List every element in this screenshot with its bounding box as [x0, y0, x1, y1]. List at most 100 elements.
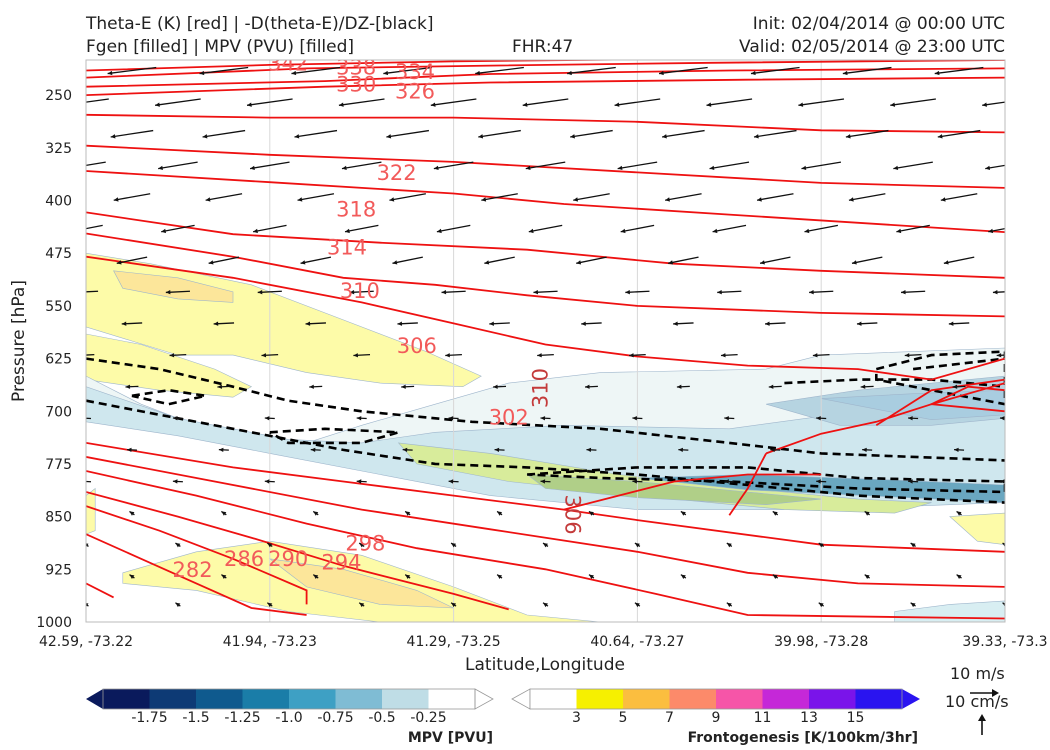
fgen-colorbar-tick: 5: [619, 710, 628, 726]
wind-arrow: [851, 256, 883, 264]
wind-arrow: [845, 129, 889, 138]
wind-arrow-head: [81, 479, 86, 483]
wind-arrow: [665, 193, 702, 201]
wind-arrow-head: [441, 290, 447, 295]
wind-arrow-head: [353, 353, 358, 358]
fgen-colorbar-tick: 15: [847, 710, 865, 726]
wind-arrow-head: [948, 321, 954, 326]
wind-arrow-head: [338, 102, 344, 107]
wind-arrow-head: [625, 290, 630, 295]
theta-e-line: [86, 67, 1005, 88]
filled-region: [113, 270, 234, 303]
wind-arrow-head: [129, 511, 135, 516]
wind-arrow-head: [567, 70, 572, 76]
wind-arrow-head: [386, 134, 392, 139]
wind-arrow: [430, 98, 477, 106]
wind-arrow: [291, 66, 341, 75]
fgen-colorbar-cell: [623, 689, 670, 709]
mpv-colorbar-tick: -0.5: [368, 710, 395, 726]
wind-arrow-head: [481, 197, 487, 202]
wind-arrow: [433, 161, 474, 170]
wind-arrow-head: [445, 353, 450, 358]
wind-arrow-head: [448, 416, 454, 421]
wind-arrow-head: [113, 197, 119, 202]
wind-arrow-head: [221, 511, 227, 516]
wind-key-vertical: 10 cm/s: [945, 692, 1009, 711]
chart-title-line2: Fgen [filled] | MPV (PVU) [filled]: [86, 37, 355, 57]
wind-arrow-head: [910, 543, 916, 548]
chart-title-line1: Theta-E (K) [red] | -D(theta-E)/DZ-[blac…: [86, 14, 434, 34]
wind-arrow-head: [267, 543, 273, 548]
theta-e-contours: [86, 60, 1005, 620]
wind-arrow-head: [405, 511, 411, 516]
wind-arrow: [386, 129, 430, 138]
wind-arrow-head: [436, 228, 442, 234]
x-tick-label: 39.33, -73.3: [962, 634, 1047, 650]
wind-arrow-head: [165, 290, 171, 295]
wind-arrow-head: [765, 321, 770, 326]
wind-arrow: [525, 161, 566, 170]
wind-arrow-head: [401, 384, 406, 389]
wind-arrow: [934, 66, 984, 75]
theta-e-line: [86, 113, 1005, 134]
wind-arrow: [86, 353, 95, 356]
wind-arrow-head: [937, 134, 943, 139]
wind-arrow: [107, 66, 157, 75]
wind-arrow-head: [901, 290, 906, 295]
wind-arrow-head: [934, 70, 940, 76]
wind-arrow-head: [665, 197, 670, 202]
wind-arrow-head: [497, 511, 503, 516]
wind-arrow: [985, 164, 1005, 170]
wind-arrow-head: [757, 197, 762, 202]
wind-arrow: [436, 224, 471, 233]
wind-arrow-head: [954, 447, 959, 453]
dashed-contour: [912, 357, 1005, 371]
wind-arrow-head: [356, 416, 362, 421]
wind-arrow-head: [673, 321, 678, 326]
wind-arrow-head: [940, 197, 946, 202]
wind-arrow-head: [720, 353, 726, 358]
wind-arrow-head: [864, 574, 870, 579]
dashed-contour: [131, 388, 206, 406]
theta-e-label: 302: [489, 406, 529, 430]
wind-arrow-head: [525, 165, 531, 171]
wind-arrow-head: [570, 134, 575, 139]
wind-arrow-head: [451, 543, 457, 548]
wind-arrow-head: [952, 384, 958, 389]
wind-arrow-head: [634, 602, 640, 608]
wind-arrow: [86, 290, 99, 293]
wind-arrow-head: [389, 197, 395, 202]
wind-arrow-head: [842, 70, 848, 76]
wind-arrow: [389, 193, 426, 201]
mpv-colorbar-tick: -1.5: [182, 710, 209, 726]
wind-arrow: [842, 66, 892, 75]
theta-e-line: [86, 255, 1005, 381]
wind-arrow: [86, 603, 89, 607]
wind-arrow-head: [433, 165, 439, 171]
wind-arrow-head: [996, 353, 1002, 358]
wind-arrow: [338, 98, 385, 106]
wind-arrow-head: [770, 447, 775, 453]
wind-arrow-head: [349, 290, 355, 295]
wind-arrow-head: [712, 228, 718, 234]
fgen-colorbar-tick: 3: [572, 710, 581, 726]
wind-arrow-head: [497, 574, 503, 579]
fgen-colorbar-cell: [762, 689, 810, 709]
wind-arrow-head: [726, 543, 732, 548]
wind-arrow: [940, 193, 978, 201]
wind-arrow-head: [175, 602, 181, 608]
theta-e-line: [86, 470, 1005, 620]
mpv-colorbar-tick: -1.0: [275, 710, 302, 726]
wind-arrow: [86, 543, 89, 547]
wind-arrow-head: [632, 416, 638, 421]
wind-arrow-head: [680, 574, 686, 579]
wind-arrow-head: [860, 384, 866, 389]
filled-region: [86, 333, 253, 398]
wind-arrow-head: [1002, 602, 1005, 608]
wind-arrow-head: [801, 165, 807, 171]
wind-arrow-head: [662, 134, 667, 139]
wind-arrow: [668, 256, 699, 264]
